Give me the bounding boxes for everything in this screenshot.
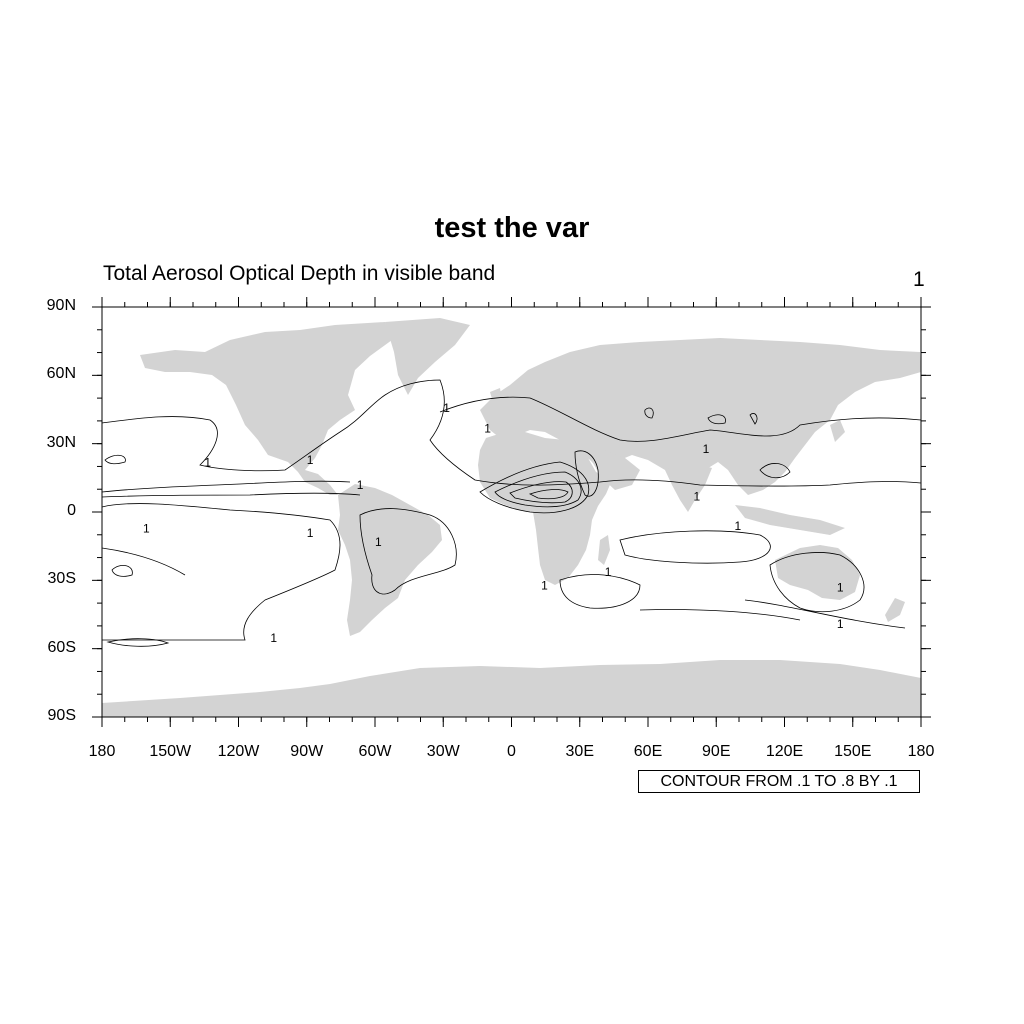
contour-arabia: [574, 450, 599, 497]
y-tick-label: 90N: [46, 297, 76, 314]
contour-info-box: CONTOUR FROM .1 TO .8 BY .1: [638, 770, 920, 793]
units-subtitle: 1: [913, 268, 925, 291]
land-layer: [102, 318, 921, 717]
contour-australia: [639, 552, 906, 629]
contour-label: 1: [204, 455, 211, 469]
contour-sahara-2: [494, 471, 582, 508]
land-indonesia: [735, 505, 845, 535]
y-tick-label: 60S: [47, 638, 76, 656]
contour-label: 1: [270, 631, 277, 645]
x-tick-label: 90E: [702, 743, 731, 760]
contour-label: 1: [357, 478, 364, 492]
contour-sahara-3: [509, 481, 573, 504]
x-tick-label: 60W: [358, 743, 392, 760]
contour-label: 1: [703, 442, 710, 456]
contour-label: 1: [307, 526, 314, 540]
contour-label: 1: [694, 490, 701, 504]
land-greenland: [385, 318, 470, 395]
y-tick-label: 30S: [47, 570, 76, 588]
land-new-zealand: [885, 598, 905, 622]
x-tick-label: 60E: [633, 743, 663, 760]
land-india: [665, 462, 712, 512]
contour-label: 1: [443, 401, 450, 415]
contour-sahara-1: [479, 461, 590, 514]
land-antarctica: [102, 660, 921, 717]
x-tick-label: 150E: [834, 743, 872, 760]
contour-label: 1: [484, 421, 491, 435]
y-tick-label: 30N: [46, 433, 76, 451]
x-tick-label: 120E: [765, 743, 804, 760]
land-australia: [775, 545, 860, 600]
contour-sahara-4: [528, 489, 569, 500]
x-tick-label: 180: [88, 743, 116, 760]
contour-asia-small: [104, 407, 791, 647]
axis-ticks: [92, 297, 931, 727]
contour-layer: [102, 379, 921, 647]
variable-subtitle: Total Aerosol Optical Depth in visible b…: [103, 262, 496, 285]
contour-south-pacific: [102, 503, 341, 641]
contour-label: 1: [837, 617, 844, 631]
x-tick-label: 150W: [149, 743, 192, 760]
contour-label: 1: [605, 565, 612, 579]
y-tick-label: 0: [67, 502, 76, 519]
x-tick-label: 120W: [217, 743, 260, 760]
x-tick-label: 90W: [290, 743, 324, 760]
land-uk: [490, 388, 502, 406]
x-tick-label: 180: [907, 743, 935, 760]
contour-south-atlantic: [359, 508, 457, 595]
contour-south-indian: [559, 530, 771, 609]
contour-labels: 1 1 1 1 1 1 1 1 1 1 1 1 1 1 1 1: [143, 401, 844, 645]
contour-label: 1: [734, 519, 741, 533]
contour-label: 1: [541, 578, 548, 592]
contour-north-pacific: [102, 379, 921, 487]
land-north-america: [140, 322, 392, 495]
land-japan: [830, 420, 845, 442]
y-tick-label: 60N: [46, 365, 76, 383]
x-tick-label: 30W: [426, 743, 460, 760]
contour-label: 1: [375, 535, 382, 549]
contour-equator-band: [102, 480, 361, 498]
contour-label: 1: [837, 581, 844, 595]
land-madagascar: [598, 535, 610, 565]
contour-label: 1: [143, 522, 150, 536]
x-tick-label: 30E: [565, 743, 594, 760]
land-south-america: [338, 484, 442, 636]
contour-north-upper: [439, 396, 921, 442]
map-title: test the var: [434, 212, 590, 244]
land-africa: [478, 432, 612, 585]
contour-label: 1: [307, 453, 314, 467]
x-tick-label: 0: [507, 743, 516, 760]
y-tick-label: 90S: [47, 707, 76, 724]
